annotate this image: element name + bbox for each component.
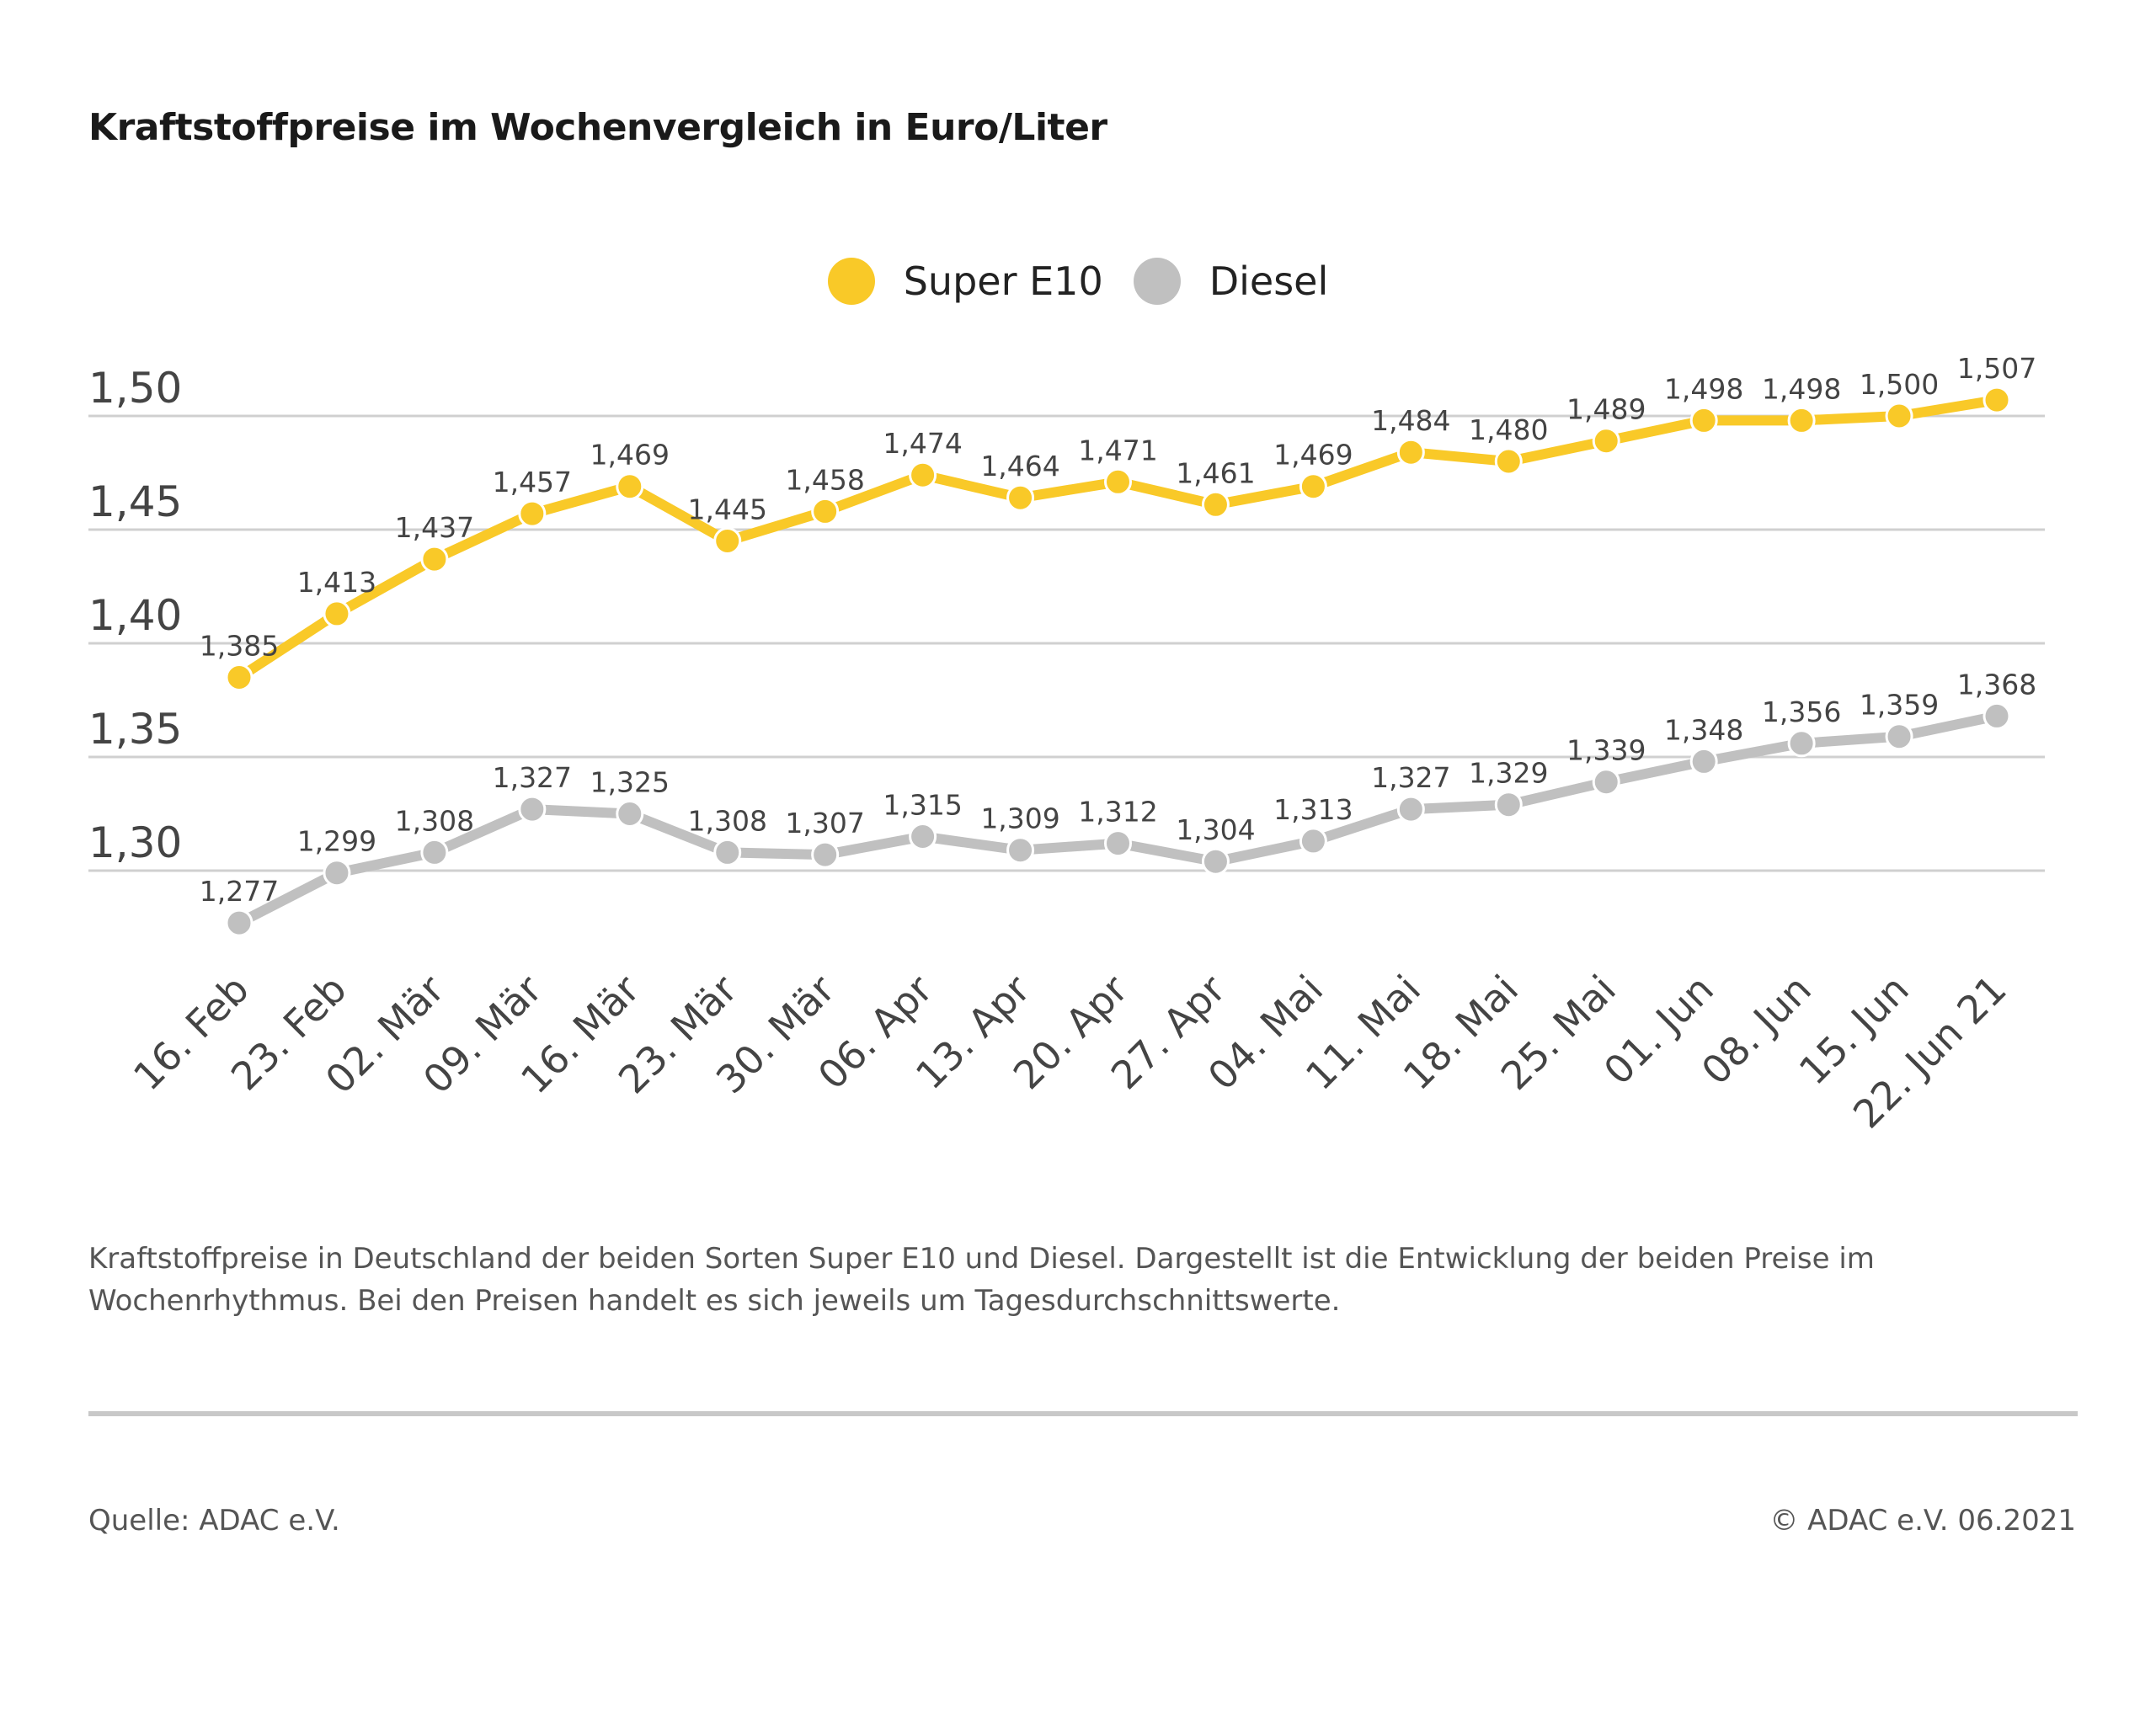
data-point bbox=[616, 472, 644, 501]
data-point bbox=[1885, 722, 1913, 751]
data-label: 1,356 bbox=[1762, 695, 1841, 728]
data-label: 1,385 bbox=[200, 630, 279, 663]
y-tick-label: 1,40 bbox=[88, 591, 182, 640]
legend-item-super-e10: Super E10 bbox=[827, 258, 1103, 305]
y-tick-label: 1,45 bbox=[88, 477, 182, 526]
legend-label-super-e10: Super E10 bbox=[903, 258, 1103, 304]
data-label: 1,445 bbox=[687, 493, 766, 526]
copyright-note: © ADAC e.V. 06.2021 bbox=[1769, 1504, 2076, 1537]
data-point bbox=[713, 527, 742, 555]
data-label: 1,484 bbox=[1371, 404, 1450, 437]
data-point bbox=[1885, 402, 1913, 430]
data-point bbox=[225, 663, 253, 691]
data-label: 1,413 bbox=[297, 566, 376, 599]
data-label: 1,469 bbox=[1273, 439, 1353, 472]
y-tick-label: 1,35 bbox=[88, 705, 182, 754]
legend: Super E10 Diesel bbox=[0, 258, 2156, 305]
data-point bbox=[420, 838, 449, 866]
data-label: 1,489 bbox=[1566, 393, 1646, 426]
legend-dot-super-e10 bbox=[827, 258, 875, 305]
data-point bbox=[518, 795, 547, 823]
data-label: 1,312 bbox=[1078, 796, 1157, 829]
x-tick-label: 08. Jun bbox=[1693, 967, 1820, 1094]
data-label: 1,313 bbox=[1273, 793, 1353, 826]
chart-title: Kraftstoffpreise im Wochenvergleich in E… bbox=[88, 106, 1107, 149]
data-point bbox=[1787, 729, 1816, 758]
data-label: 1,329 bbox=[1469, 757, 1548, 790]
data-point bbox=[811, 497, 840, 525]
data-point bbox=[909, 461, 937, 489]
data-label: 1,368 bbox=[1957, 668, 2036, 701]
data-point bbox=[1494, 791, 1523, 819]
data-label: 1,507 bbox=[1957, 352, 2036, 385]
data-label: 1,308 bbox=[395, 804, 474, 837]
data-point bbox=[420, 545, 449, 573]
data-label: 1,308 bbox=[687, 804, 766, 837]
data-label: 1,309 bbox=[980, 802, 1059, 835]
data-label: 1,461 bbox=[1176, 456, 1255, 489]
data-label: 1,464 bbox=[980, 450, 1059, 482]
data-label: 1,348 bbox=[1664, 713, 1743, 746]
legend-item-diesel: Diesel bbox=[1133, 258, 1329, 305]
data-point bbox=[1006, 836, 1035, 865]
data-label: 1,277 bbox=[200, 875, 279, 908]
data-label: 1,500 bbox=[1860, 368, 1939, 401]
data-point bbox=[811, 840, 840, 869]
data-label: 1,339 bbox=[1566, 734, 1646, 767]
data-label: 1,437 bbox=[395, 511, 474, 544]
data-point bbox=[1299, 472, 1327, 501]
data-label: 1,474 bbox=[883, 427, 962, 460]
data-label: 1,327 bbox=[1371, 761, 1450, 794]
data-point bbox=[713, 838, 742, 866]
data-label: 1,307 bbox=[785, 807, 864, 839]
data-point bbox=[1592, 768, 1620, 797]
data-label: 1,304 bbox=[1176, 813, 1255, 846]
y-tick-label: 1,30 bbox=[88, 818, 182, 867]
data-point bbox=[225, 909, 253, 937]
data-point bbox=[1983, 386, 2011, 414]
chart-description: Kraftstoffpreise in Deutschland der beid… bbox=[88, 1242, 1875, 1318]
data-point bbox=[1494, 447, 1523, 476]
data-point bbox=[1983, 701, 2011, 730]
data-point bbox=[909, 823, 937, 850]
data-point bbox=[1689, 406, 1718, 434]
legend-label-diesel: Diesel bbox=[1209, 258, 1329, 304]
data-point bbox=[323, 600, 351, 628]
data-point bbox=[1396, 795, 1425, 823]
data-point bbox=[1104, 829, 1132, 858]
data-point bbox=[1201, 490, 1230, 519]
data-label: 1,498 bbox=[1762, 372, 1841, 405]
data-label: 1,458 bbox=[785, 463, 864, 496]
divider bbox=[88, 1411, 2078, 1416]
data-point bbox=[1787, 406, 1816, 434]
data-point bbox=[1201, 847, 1230, 876]
data-label: 1,469 bbox=[590, 439, 670, 472]
data-point bbox=[1299, 827, 1327, 855]
data-label: 1,480 bbox=[1469, 413, 1548, 446]
data-point bbox=[1396, 438, 1425, 466]
x-tick-label: 01. Jun bbox=[1595, 967, 1722, 1094]
data-label: 1,327 bbox=[493, 761, 572, 794]
data-point bbox=[1006, 483, 1035, 512]
data-label: 1,498 bbox=[1664, 372, 1743, 405]
source-note: Quelle: ADAC e.V. bbox=[88, 1504, 340, 1537]
data-label: 1,299 bbox=[297, 825, 376, 858]
legend-dot-diesel bbox=[1133, 258, 1181, 305]
data-label: 1,457 bbox=[493, 466, 572, 498]
data-label: 1,471 bbox=[1078, 434, 1157, 466]
data-point bbox=[1104, 467, 1132, 496]
data-point bbox=[518, 499, 547, 528]
data-point bbox=[616, 800, 644, 828]
data-label: 1,325 bbox=[590, 766, 670, 799]
data-label: 1,359 bbox=[1860, 689, 1939, 722]
y-tick-label: 1,50 bbox=[88, 364, 182, 413]
data-point bbox=[1592, 427, 1620, 456]
data-point bbox=[1689, 747, 1718, 775]
data-label: 1,315 bbox=[883, 789, 962, 822]
data-point bbox=[323, 859, 351, 887]
